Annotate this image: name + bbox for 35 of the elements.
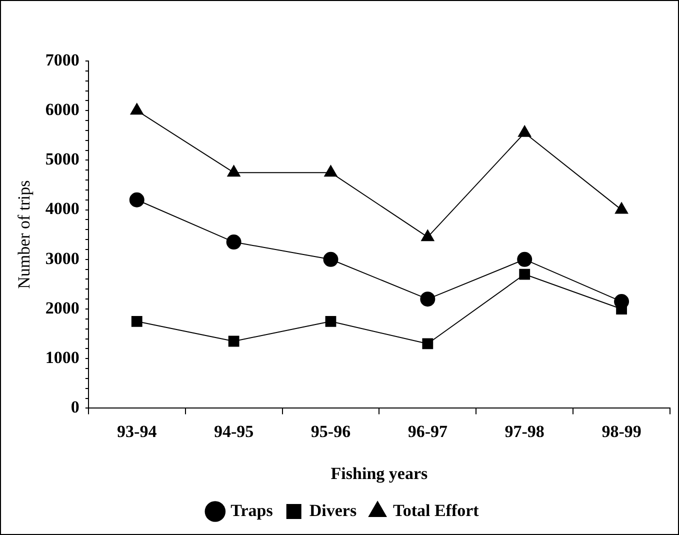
point <box>614 202 628 214</box>
point <box>227 165 240 177</box>
y-tick-label: 7000 <box>45 50 80 70</box>
point <box>324 165 338 177</box>
legend-label: Total Effort <box>393 500 480 520</box>
point <box>422 338 434 350</box>
x-axis-title: Fishing years <box>330 464 428 484</box>
point <box>323 252 338 267</box>
x-tick-label: 95-96 <box>310 422 351 441</box>
x-tick-label: 93-94 <box>117 422 158 441</box>
legend-label: Divers <box>309 500 357 520</box>
point <box>518 125 532 137</box>
y-tick-label: 1000 <box>45 348 80 367</box>
point <box>325 316 336 327</box>
point <box>130 103 144 115</box>
legend-label: Traps <box>230 500 274 520</box>
point <box>517 252 532 267</box>
y-tick-label: 6000 <box>45 100 80 119</box>
point <box>131 316 142 327</box>
point <box>420 292 436 307</box>
point <box>519 268 530 280</box>
point <box>228 336 240 347</box>
x-tick-label: 98-99 <box>602 422 642 441</box>
point <box>421 230 434 242</box>
y-axis-title: Number of trips <box>14 180 34 289</box>
point <box>226 234 242 250</box>
y-tick-label: 5000 <box>45 150 80 169</box>
x-tick-label: 97-98 <box>504 422 544 441</box>
point <box>129 192 144 208</box>
x-tick-label: 96-97 <box>408 422 448 441</box>
y-tick-label: 3000 <box>45 248 80 268</box>
y-tick-label: 4000 <box>45 199 80 218</box>
y-tick-label: 2000 <box>45 298 80 318</box>
x-tick-label: 94-95 <box>214 422 254 441</box>
y-tick-label: 0 <box>70 398 80 417</box>
